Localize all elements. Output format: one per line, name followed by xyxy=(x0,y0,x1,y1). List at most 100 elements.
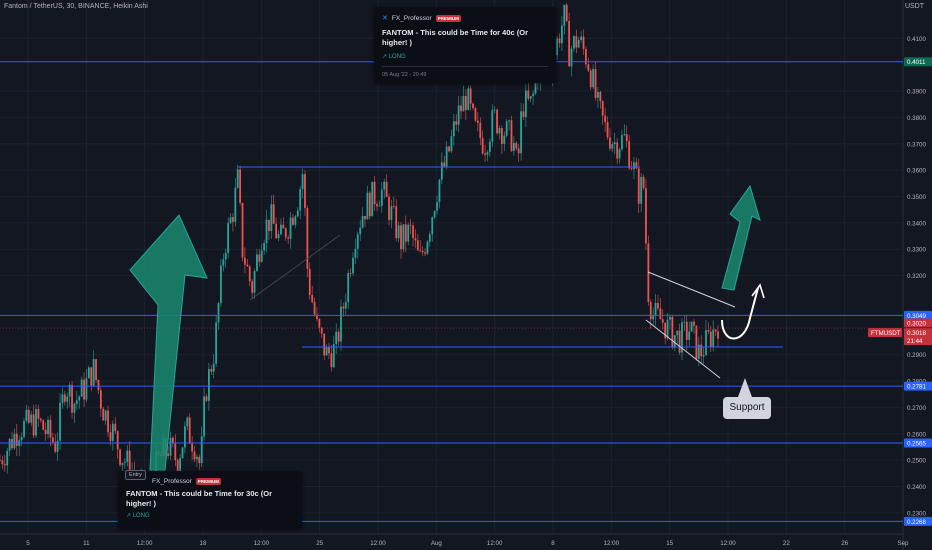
idea-title[interactable]: FANTOM - This could be Time for 40c (Or … xyxy=(382,28,528,47)
y-tick-label: 0.2900 xyxy=(907,352,926,359)
candle-body xyxy=(30,414,33,423)
candle-body xyxy=(416,240,419,251)
price-label-bg xyxy=(904,318,932,328)
candle-body xyxy=(373,181,376,205)
candle-body xyxy=(520,111,522,154)
idea-author[interactable]: FX_Professor xyxy=(391,14,432,22)
candle-body xyxy=(1,460,4,465)
support-callout[interactable]: Support xyxy=(723,397,771,419)
candle-body xyxy=(601,101,604,116)
x-tick-label: Sep xyxy=(897,540,909,547)
candle-body xyxy=(440,162,443,180)
candle-body xyxy=(645,188,647,244)
candle-body xyxy=(99,390,102,409)
candle-body xyxy=(522,111,525,117)
candle-body xyxy=(270,204,273,232)
candle-body xyxy=(311,294,314,303)
idea-title[interactable]: FANTOM - This could be Time for 30c (Or … xyxy=(126,489,272,508)
candle-body xyxy=(577,40,580,48)
candle-body xyxy=(457,105,460,125)
candle-body xyxy=(87,367,90,379)
idea-card-top[interactable]: ✕ FX_Professor PREMIUM FANTOM - This cou… xyxy=(374,7,556,83)
big-up-arrow-icon xyxy=(129,214,208,471)
idea-card-bottom[interactable]: FX_Professor PREMIUM FANTOM - This could… xyxy=(118,471,302,529)
candle-body xyxy=(409,224,412,226)
y-tick-label: 0.3800 xyxy=(907,115,926,122)
candle-body xyxy=(256,254,258,271)
candle-body xyxy=(604,115,607,123)
candle-body xyxy=(628,141,631,169)
x-tick-label: 12:00 xyxy=(487,540,503,547)
candle-body xyxy=(681,322,683,353)
candle-body xyxy=(244,257,246,265)
candle-body xyxy=(697,344,700,359)
candle-body xyxy=(296,210,299,217)
candle-body xyxy=(248,266,251,282)
candle-body xyxy=(61,394,64,403)
candle-body xyxy=(15,433,18,446)
candle-body xyxy=(95,359,97,380)
candle-body xyxy=(402,224,405,250)
candle-body xyxy=(191,443,194,452)
candle-body xyxy=(212,363,215,372)
candle-body xyxy=(400,225,402,250)
candle-body xyxy=(323,333,326,356)
candle-body xyxy=(486,152,489,155)
y-tick-label: 0.2500 xyxy=(907,458,926,465)
candle-body xyxy=(484,153,486,155)
candle-body xyxy=(556,38,559,55)
candle-body xyxy=(714,329,717,332)
y-tick-label: 0.3700 xyxy=(907,141,926,148)
candle-body xyxy=(707,330,710,332)
candle-body xyxy=(78,396,81,401)
wedge-upper-line xyxy=(647,271,736,308)
x-tick-label: 12:00 xyxy=(370,540,386,547)
candle-body xyxy=(558,38,561,44)
candle-body xyxy=(66,396,69,402)
level-label: 0.2565 xyxy=(907,441,926,448)
candle-body xyxy=(445,146,448,167)
candle-body xyxy=(335,331,338,345)
candle-body xyxy=(208,369,210,401)
candle-body xyxy=(390,206,393,220)
candle-body xyxy=(44,429,47,434)
candle-body xyxy=(73,403,76,413)
candle-body xyxy=(474,108,477,121)
candle-body xyxy=(690,321,693,332)
candle-body xyxy=(123,461,126,463)
candle-body xyxy=(368,192,371,217)
candle-body xyxy=(685,321,688,340)
candle-body xyxy=(450,136,453,152)
candle-body xyxy=(75,400,78,404)
candle-body xyxy=(640,176,643,204)
candle-body xyxy=(171,437,174,444)
candle-body xyxy=(436,201,438,211)
symbol-header[interactable]: Fantom / TetherUS, 30, BINANCE, Heikin A… xyxy=(4,3,148,10)
candle-body xyxy=(54,441,57,452)
candle-body xyxy=(294,216,297,225)
candle-body xyxy=(352,257,354,274)
candle-body xyxy=(472,103,474,109)
candle-body xyxy=(167,453,169,456)
premium-badge: PREMIUM xyxy=(435,14,461,22)
candle-body xyxy=(428,234,431,242)
candle-body xyxy=(42,420,45,430)
candle-body xyxy=(695,325,698,359)
entry-marker[interactable]: Entry xyxy=(125,470,146,480)
grid xyxy=(0,0,904,534)
candle-body xyxy=(332,344,335,368)
candle-body xyxy=(49,419,52,438)
candle-body xyxy=(676,330,679,336)
idea-author[interactable]: FX_Professor xyxy=(152,478,192,485)
candle-body xyxy=(613,142,616,145)
candle-body xyxy=(116,431,119,450)
candle-body xyxy=(318,319,321,328)
candle-body xyxy=(527,90,530,99)
candle-body xyxy=(462,96,465,112)
candle-body xyxy=(102,408,105,421)
candle-body xyxy=(289,217,292,239)
candle-body xyxy=(606,122,609,138)
x-tick-label: 8 xyxy=(551,540,555,547)
candle-body xyxy=(224,252,227,260)
